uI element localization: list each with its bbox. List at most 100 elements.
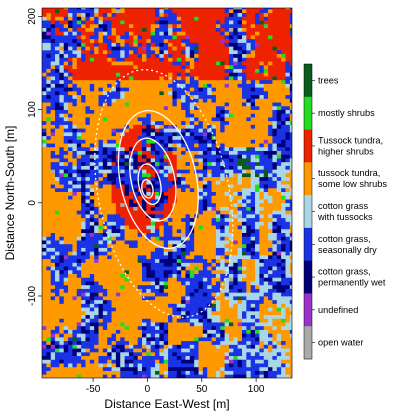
map-cell [133, 307, 139, 312]
map-cell [142, 16, 147, 21]
map-cell [120, 20, 126, 25]
map-cell [202, 240, 208, 245]
map-cell [233, 247, 239, 252]
map-cell [55, 83, 60, 88]
map-cell [181, 187, 186, 192]
map-cell [246, 161, 252, 166]
map-cell [128, 128, 134, 133]
map-cell [50, 318, 56, 323]
map-cell [150, 299, 156, 304]
map-cell [115, 273, 121, 278]
map-cell [102, 366, 108, 371]
map-cell [155, 176, 160, 181]
map-cell [42, 154, 47, 159]
map-cell [98, 53, 104, 58]
map-cell [107, 213, 112, 219]
map-cell [46, 351, 52, 357]
map-cell [194, 165, 199, 170]
map-cell [50, 370, 56, 375]
map-cell [233, 16, 239, 21]
map-cell [185, 195, 191, 200]
map-cell [98, 105, 104, 110]
map-cell [211, 262, 217, 267]
map-cell [189, 202, 195, 207]
map-cell [42, 53, 47, 58]
map-cell [185, 225, 191, 230]
map-cell [172, 46, 178, 51]
map-cell [185, 228, 191, 234]
map-cell [237, 374, 243, 378]
map-cell [50, 221, 56, 226]
map-cell [89, 124, 95, 129]
map-cell [220, 307, 226, 312]
map-cell [94, 251, 99, 256]
map-cell [50, 228, 56, 234]
map-cell [89, 20, 95, 25]
map-cell [150, 38, 156, 43]
map-cell [46, 348, 52, 353]
map-cell [181, 191, 186, 196]
map-cell [42, 318, 47, 323]
map-cell [163, 310, 169, 316]
map-cell [72, 16, 78, 21]
map-cell [89, 232, 95, 237]
map-cell [181, 344, 186, 349]
map-cell [94, 98, 99, 103]
map-cell [81, 83, 86, 88]
map-cell [68, 35, 73, 40]
map-cell [42, 98, 47, 103]
map-cell [115, 232, 121, 237]
map-cell [220, 187, 226, 192]
map-cell [98, 90, 104, 96]
map-cell [107, 295, 112, 301]
map-cell [150, 363, 156, 368]
map-cell [89, 94, 95, 99]
map-cell [215, 139, 221, 144]
map-cell [98, 120, 104, 125]
map-cell [63, 27, 69, 32]
map-cell [107, 292, 112, 297]
map-cell [198, 102, 204, 107]
map-cell [146, 120, 152, 125]
map-cell [224, 61, 230, 66]
map-cell [98, 187, 104, 192]
map-cell [255, 240, 260, 245]
map-cell [68, 94, 73, 99]
map-cell [233, 206, 239, 211]
map-cell [111, 83, 117, 88]
map-cell [189, 221, 195, 226]
map-cell [94, 370, 99, 375]
map-cell [102, 76, 108, 81]
map-cell [137, 143, 143, 148]
map-cell [59, 20, 65, 25]
map-cell [224, 64, 230, 69]
map-cell [128, 161, 134, 166]
map-cell [220, 161, 226, 166]
map-cell [150, 213, 156, 219]
map-cell [137, 199, 143, 204]
map-cell [55, 202, 60, 207]
map-cell [237, 128, 243, 133]
map-cell [207, 38, 212, 43]
map-cell [59, 191, 65, 196]
map-cell [50, 12, 56, 17]
map-cell [185, 135, 191, 140]
map-cell [163, 363, 169, 368]
map-cell [224, 199, 230, 204]
map-cell [63, 172, 69, 178]
map-cell [102, 79, 108, 84]
map-cell [111, 191, 117, 196]
map-cell [185, 131, 191, 137]
map-cell [181, 247, 186, 252]
map-cell [68, 109, 73, 114]
map-cell [246, 72, 252, 77]
map-cell [46, 206, 52, 211]
map-cell [59, 288, 65, 293]
map-cell [207, 314, 212, 319]
map-cell [107, 281, 112, 286]
map-cell [194, 333, 199, 338]
map-cell [168, 120, 173, 125]
map-cell [89, 8, 95, 10]
map-cell [42, 146, 47, 151]
map-cell [137, 221, 143, 226]
